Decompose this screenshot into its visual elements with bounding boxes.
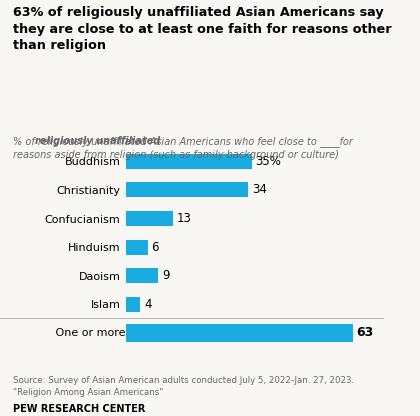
Text: 34: 34 <box>252 183 267 196</box>
Bar <box>126 324 353 342</box>
Bar <box>126 211 173 226</box>
Bar <box>126 297 140 312</box>
Bar <box>126 240 147 255</box>
Text: religiously unaffiliated: religiously unaffiliated <box>35 136 160 146</box>
Bar <box>126 183 248 197</box>
Text: Source: Survey of Asian American adults conducted July 5, 2022-Jan. 27, 2023.
"R: Source: Survey of Asian American adults … <box>13 376 354 396</box>
Text: 4: 4 <box>144 298 152 311</box>
Text: 35%: 35% <box>256 155 281 168</box>
Bar <box>126 154 252 169</box>
Text: 6: 6 <box>151 240 159 254</box>
Text: 63: 63 <box>357 327 374 339</box>
Text: PEW RESEARCH CENTER: PEW RESEARCH CENTER <box>13 404 145 414</box>
Text: One or more: One or more <box>52 328 126 338</box>
Text: 63% of religiously unaffiliated Asian Americans say
they are close to at least o: 63% of religiously unaffiliated Asian Am… <box>13 6 391 52</box>
Text: 13: 13 <box>176 212 191 225</box>
Bar <box>126 268 158 283</box>
Text: % of religiously unaffiliated Asian Americans who feel close to ____for
reasons : % of religiously unaffiliated Asian Amer… <box>13 136 352 160</box>
Text: 9: 9 <box>162 269 170 282</box>
